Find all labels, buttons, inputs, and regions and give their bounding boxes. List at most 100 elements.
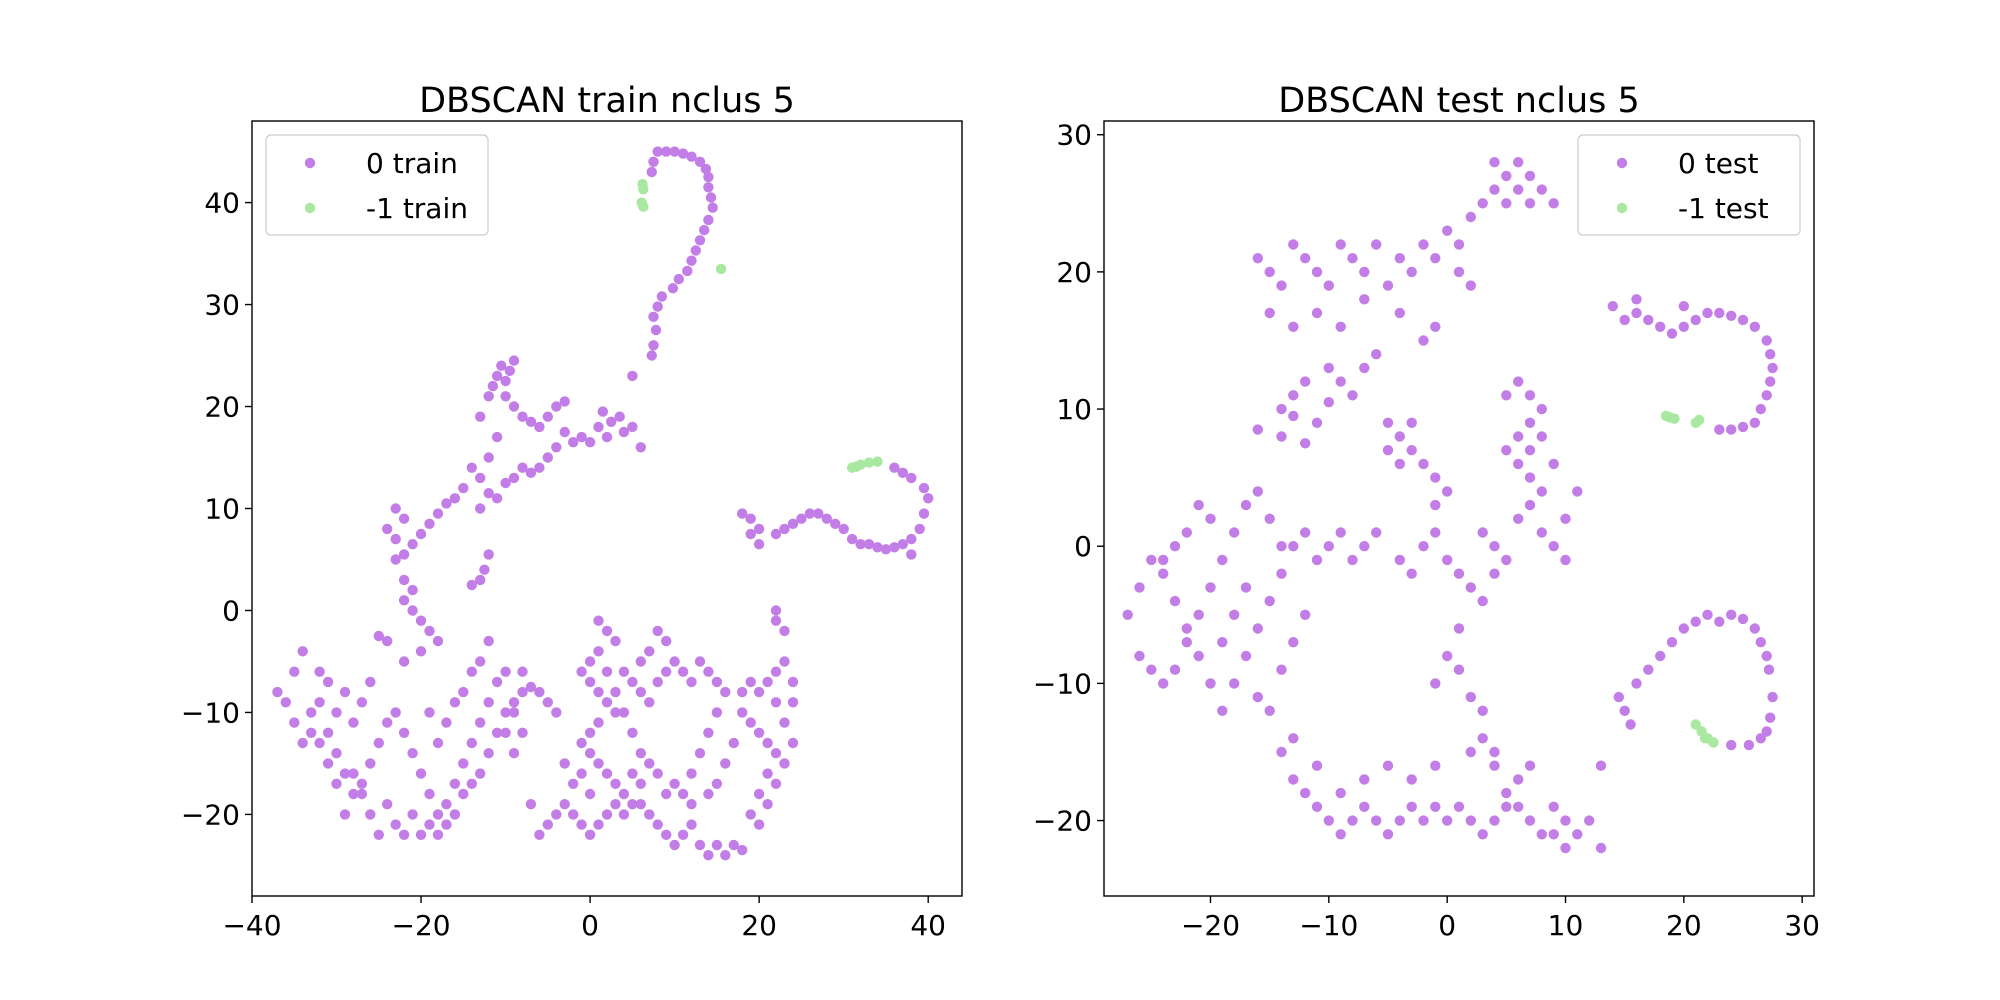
test-point-0-123 [1477,527,1488,538]
test-legend-marker-1 [1616,202,1628,214]
train-point-0-118 [398,595,410,606]
test-legend-label-0: 0 test [1678,147,1759,180]
train-point-0-69 [475,472,486,484]
test-point-0-69 [1311,554,1323,566]
train-point-0-114 [889,462,900,473]
test-point-0-172 [1513,774,1524,785]
test-point-0-234 [1767,691,1778,703]
train-legend-label-1: -1 train [366,192,468,225]
test-point-0-97 [1264,513,1275,524]
train-point-0-214 [584,676,596,688]
test-legend-box [1577,134,1801,236]
train-point-0-121 [424,625,435,637]
test-point-0-65 [1359,541,1370,552]
test-point-0-224 [1678,623,1690,634]
test-point-0-241 [1625,719,1636,730]
test-point-0-204 [1726,310,1737,321]
train-point-0-283 [745,809,756,820]
test-point-0-237 [1755,733,1767,744]
train-point-0-282 [753,788,765,800]
train-point-0-253 [644,758,655,769]
test-point-0-163 [1501,801,1512,812]
train-point-0-167 [331,778,342,789]
test-point-0-82 [1158,568,1169,579]
train-point-0-147 [415,768,427,779]
test-point-0-104 [1217,637,1228,648]
train-point-0-184 [525,681,537,693]
train-point-0-47 [491,493,503,504]
test-point-0-35 [1394,307,1406,319]
train-point-0-95 [804,508,816,519]
train-point-0-290 [770,697,782,708]
train-point-0-27 [627,370,638,382]
train-point-0-131 [272,686,283,698]
train-point-0-143 [382,717,393,728]
train-point-0-16 [673,273,684,285]
train-point-0-276 [737,707,748,718]
test-point-0-180 [1501,445,1512,456]
train-point-0-112 [906,472,917,484]
train-point-0-61 [542,411,553,422]
train-point-0-46 [500,477,511,489]
train-point-0-155 [483,697,494,708]
train-point-0-245 [711,707,723,718]
train-point-0-197 [356,697,368,708]
test-point-0-122 [1489,541,1500,552]
test-point-0-209 [1767,362,1778,374]
test-point-0-134 [1513,801,1524,812]
train-point-0-79 [398,513,410,524]
test-point-0-50 [1276,431,1287,442]
train-point-0-128 [297,646,308,657]
test-point-0-185 [1513,513,1524,524]
train-point-0-7 [703,182,714,193]
test-point-0-164 [1288,733,1299,744]
train-point-0-57 [508,401,520,412]
train-point-0-194 [475,656,486,667]
train-point-0-9 [707,202,718,213]
train-point-0-135 [314,697,325,708]
train-point-0-208 [593,615,604,626]
test-point-0-232 [1761,650,1772,662]
train-point-0-70 [458,482,469,494]
train-point-0-136 [322,727,334,738]
train-point-0-311 [686,819,697,830]
test-point-0-70 [1300,527,1311,538]
train-point-0-120 [415,615,427,626]
train-point-0-256 [618,809,630,820]
train-point-0-115 [906,549,917,560]
test-point-0-32 [1311,307,1323,319]
test-y-tick-label-4: 20 [1056,256,1092,289]
test-point-0-159 [1453,801,1465,812]
train-point-0-258 [601,809,613,820]
test-point-0-81 [1169,595,1181,607]
test-point-0-92 [1205,582,1216,593]
train-point-0-67 [483,452,494,463]
test-point-0-203 [1714,307,1725,319]
train-point-1-9 [851,461,862,472]
train-point-0-225 [618,788,630,800]
train-point-0-144 [390,707,401,718]
train-point-0-55 [487,380,499,392]
train-point-0-171 [415,829,427,840]
train-point-0-56 [500,391,511,402]
test-point-0-108 [1264,705,1275,716]
test-point-0-223 [1666,637,1678,648]
train-point-0-137 [331,748,342,759]
train-point-0-175 [449,809,461,820]
train-point-0-116 [753,539,765,550]
test-point-0-30 [1264,307,1275,319]
test-point-0-181 [1513,458,1524,470]
test-point-0-56 [1406,445,1417,456]
test-point-0-66 [1347,554,1358,566]
test-point-0-6 [1323,280,1335,291]
train-point-0-212 [584,656,596,667]
test-point-0-117 [1453,568,1465,579]
train-point-0-266 [534,829,545,840]
test-point-0-143 [1548,801,1559,812]
train-point-0-127 [407,584,418,596]
test-point-0-115 [1430,527,1441,538]
train-point-1-3 [638,201,649,212]
test-point-0-11 [1382,280,1394,291]
train-point-0-63 [559,396,570,407]
